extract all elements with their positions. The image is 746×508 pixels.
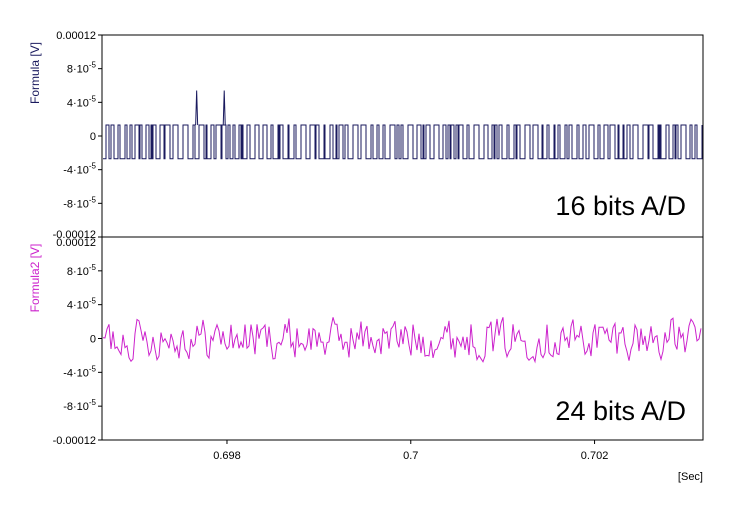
y-tick-label-main: -0.00012 — [53, 229, 96, 241]
y-tick-label: 0.00012 — [56, 237, 96, 249]
x-axis: 0.698 0.7 0.702 [Sec] — [213, 440, 703, 483]
y-tick-label-main: 4·10 — [67, 300, 89, 312]
y-tick-label: 4·10-5 — [67, 297, 97, 312]
y-tick-label-exponent: -5 — [89, 297, 97, 306]
series-line — [103, 90, 703, 160]
y-tick-label-main: 4·10 — [67, 97, 89, 109]
annotation-label: 24 bits A/D — [555, 396, 686, 426]
annotation-label: 16 bits A/D — [555, 191, 686, 221]
y-tick-label-main: -0.00012 — [53, 435, 96, 447]
y-axis-label: Formula [V] — [28, 42, 42, 104]
y-tick-label-exponent: -5 — [89, 94, 97, 103]
y-tick-label: 0 — [90, 131, 96, 143]
y-tick-label: -8·10-5 — [63, 398, 96, 413]
y-axis-label: Formula2 [V] — [28, 244, 42, 313]
y-tick-label-main: -8·10 — [63, 198, 89, 210]
y-tick-label-exponent: -5 — [89, 364, 97, 373]
y-tick-label-exponent: -5 — [89, 398, 97, 407]
y-tick-label: -4·10-5 — [63, 162, 96, 177]
y-tick-label: 0 — [90, 334, 96, 346]
y-tick-label-exponent: -5 — [89, 263, 97, 272]
x-tick-label: 0.7 — [403, 450, 418, 462]
y-tick-label: 0.00012 — [56, 30, 96, 42]
y-tick-label-main: 0 — [90, 334, 96, 346]
y-tick-label-exponent: -5 — [89, 61, 97, 70]
x-axis-unit-label: [Sec] — [678, 471, 703, 483]
y-tick-label-exponent: -5 — [89, 162, 97, 171]
y-tick-label: 4·10-5 — [67, 94, 97, 109]
y-tick-label-main: -4·10 — [63, 165, 89, 177]
y-tick-label-main: 8·10 — [67, 266, 89, 278]
y-tick-label-main: -8·10 — [63, 401, 89, 413]
y-tick-label-exponent: -5 — [89, 195, 97, 204]
panel-16-bit: 0.000128·10-54·10-50-4·10-5-8·10-5-0.000… — [28, 30, 704, 241]
y-tick-label: -4·10-5 — [63, 364, 96, 379]
series-line — [102, 317, 702, 364]
x-tick-label: 0.698 — [213, 450, 241, 462]
y-tick-label: -8·10-5 — [63, 195, 96, 210]
y-tick-label-main: -4·10 — [63, 367, 89, 379]
y-tick-label-main: 0 — [90, 131, 96, 143]
y-tick-label-main: 0.00012 — [56, 30, 96, 42]
y-tick-label: 8·10-5 — [67, 61, 97, 76]
y-tick-label: -0.00012 — [53, 435, 96, 447]
y-tick-label-main: 8·10 — [67, 64, 89, 76]
y-tick-label: 8·10-5 — [67, 263, 97, 278]
x-tick-label: 0.702 — [581, 450, 609, 462]
y-tick-label-main: 0.00012 — [56, 237, 96, 249]
panel-24-bit: 0.000128·10-54·10-50-4·10-5-8·10-5-0.000… — [28, 236, 704, 447]
y-tick-label: -0.00012 — [53, 229, 96, 241]
